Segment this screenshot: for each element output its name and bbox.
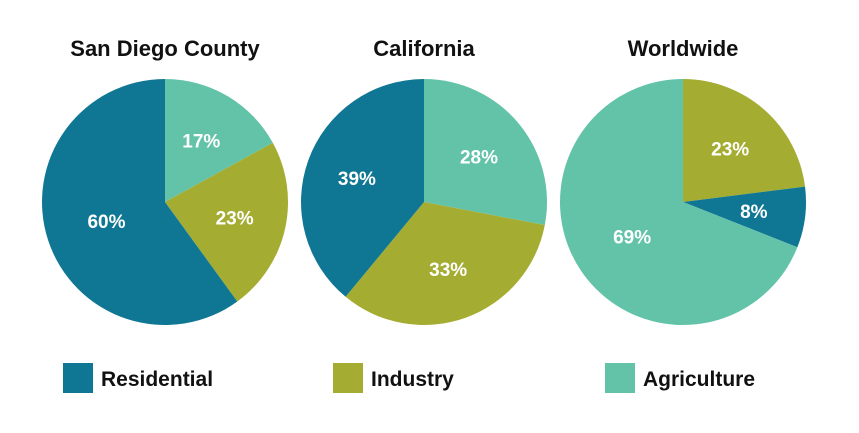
slice-label: 23% — [216, 209, 254, 230]
pie-slice-industry — [165, 142, 289, 302]
slice-label: 69% — [613, 228, 651, 249]
legend-swatch — [605, 363, 635, 393]
pie-worldwide: Worldwide 23% 8% 69% — [559, 36, 806, 325]
pie-title: Worldwide — [628, 36, 739, 61]
pie-title: San Diego County — [70, 36, 260, 61]
legend: Residential Industry Agriculture — [63, 363, 755, 393]
pie-slice-agriculture — [165, 79, 273, 202]
pie-slice-residential — [42, 79, 238, 325]
pie-california: California 28% 33% 39% — [301, 36, 547, 325]
legend-item-industry: Industry — [333, 363, 454, 393]
legend-swatch — [63, 363, 93, 393]
legend-item-residential: Residential — [63, 363, 213, 393]
legend-item-agriculture: Agriculture — [605, 363, 755, 393]
pie-slice-residential — [683, 186, 806, 248]
slice-label: 17% — [182, 132, 220, 153]
legend-label: Residential — [101, 368, 213, 391]
slice-label: 39% — [338, 169, 376, 190]
slice-label: 23% — [711, 140, 749, 161]
pie-slice-agriculture — [424, 79, 547, 226]
legend-label: Agriculture — [643, 368, 755, 391]
slice-label: 8% — [740, 202, 768, 223]
slice-label: 33% — [429, 260, 467, 281]
legend-label: Industry — [371, 368, 454, 391]
pie-slice-industry — [345, 202, 545, 325]
pie-slice-industry — [683, 79, 806, 202]
slice-label: 60% — [87, 212, 125, 233]
slice-label: 28% — [460, 148, 498, 169]
pie-slice-agriculture — [559, 79, 798, 325]
legend-swatch — [333, 363, 363, 393]
pie-title: California — [373, 36, 475, 61]
pie-san-diego-county: San Diego County 17% 23% 60% — [42, 36, 289, 325]
pie-slice-residential — [301, 79, 424, 297]
